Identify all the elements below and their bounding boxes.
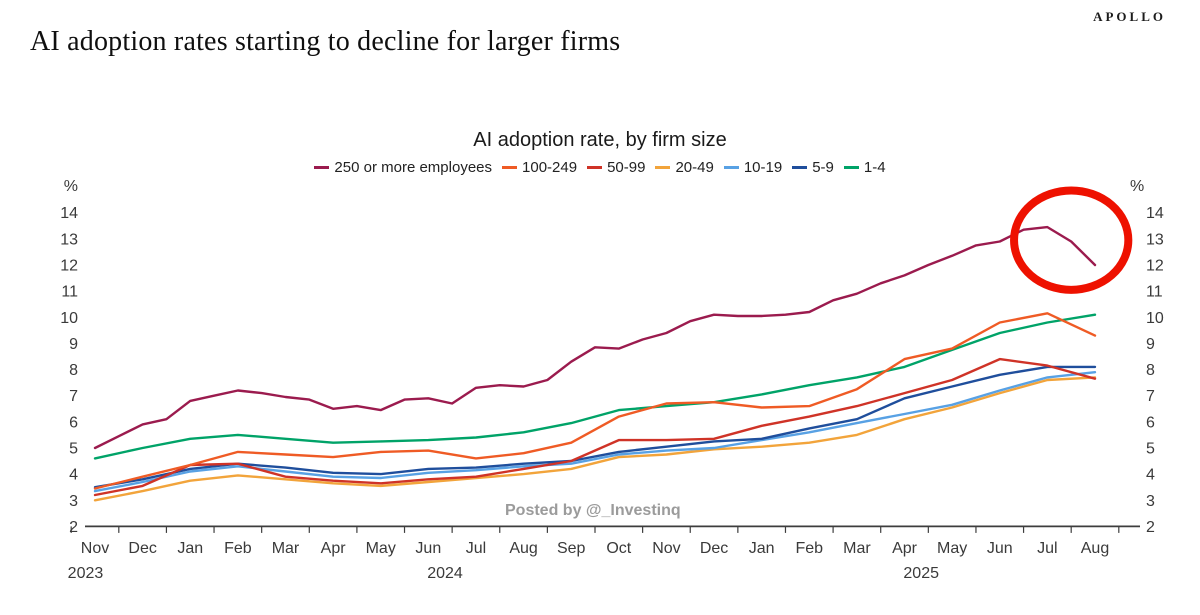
y-tick-label-left: 2 xyxy=(69,519,78,536)
y-tick-label-left: 10 xyxy=(60,310,78,327)
legend-item-250-or-more-employees: 250 or more employees xyxy=(314,159,492,176)
legend-swatch-icon xyxy=(655,165,671,169)
x-tick-label: May xyxy=(366,540,396,557)
x-tick-label: Oct xyxy=(606,540,631,557)
x-tick-label: Mar xyxy=(843,540,871,557)
series-line-10-19 xyxy=(93,371,1097,493)
legend-item-10-19: 10-19 xyxy=(723,159,783,176)
y-tick-label-right: 8 xyxy=(1146,362,1155,379)
series-line-50-99 xyxy=(93,357,1097,497)
legend-label: 20-49 xyxy=(675,159,714,176)
y-tick-label-left: 4 xyxy=(69,467,78,484)
y-tick-label-right: 7 xyxy=(1146,388,1155,405)
legend-item-100-249: 100-249 xyxy=(502,159,577,176)
y-tick-label-right: 2 xyxy=(1146,519,1155,536)
annotation-circle xyxy=(1010,186,1133,294)
legend-item-50-99: 50-99 xyxy=(587,159,645,176)
legend-item-5-9: 5-9 xyxy=(792,159,834,176)
legend-swatch-icon xyxy=(792,165,808,169)
y-tick-label-left: 6 xyxy=(69,414,78,431)
series-line-20-49 xyxy=(93,376,1097,502)
legend-swatch-icon xyxy=(843,165,859,169)
x-tick-label: Jan xyxy=(749,540,775,557)
y-tick-label-left: 7 xyxy=(69,388,78,405)
x-tick-label: Aug xyxy=(509,540,537,557)
x-year-label: 2024 xyxy=(427,565,463,582)
series-line-5-9 xyxy=(93,365,1097,489)
y-tick-label-right: 4 xyxy=(1146,467,1155,484)
x-year-label: 2025 xyxy=(903,565,939,582)
series-line-1-4 xyxy=(93,313,1097,460)
legend-label: 250 or more employees xyxy=(334,159,493,176)
x-tick-label: Feb xyxy=(795,540,823,557)
x-tick-label: Sep xyxy=(557,540,586,557)
legend-swatch-icon xyxy=(314,165,330,169)
y-axis-unit-left: % xyxy=(64,178,78,195)
y-tick-label-right: 10 xyxy=(1146,310,1164,327)
legend-label: 10-19 xyxy=(743,159,783,176)
y-tick-label-right: 12 xyxy=(1146,257,1164,274)
y-tick-label-right: 11 xyxy=(1146,284,1163,301)
x-tick-label: Jun xyxy=(415,540,441,557)
brand-logo-apollo: APOLLO xyxy=(1093,9,1166,24)
y-tick-label-left: 5 xyxy=(69,440,78,457)
x-tick-label: Jul xyxy=(1037,540,1057,557)
x-tick-label: Nov xyxy=(652,540,680,557)
x-tick-label: Nov xyxy=(81,540,109,557)
x-tick-label: Jan xyxy=(177,540,203,557)
x-tick-label: Apr xyxy=(321,540,347,557)
page-title: AI adoption rates starting to decline fo… xyxy=(30,26,621,57)
y-tick-label-left: 3 xyxy=(69,493,78,510)
legend-swatch-icon xyxy=(587,165,603,169)
series-line-250-or-more-employees xyxy=(93,225,1097,450)
x-tick-label: Dec xyxy=(700,540,728,557)
chart-legend: 250 or more employees 100-249 50-99 20-49 10… xyxy=(0,159,1200,176)
x-year-label: 2023 xyxy=(68,565,104,582)
legend-item-1-4: 1-4 xyxy=(843,159,886,176)
x-tick-label: Feb xyxy=(224,540,252,557)
x-tick-label: Apr xyxy=(892,540,918,557)
legend-label: 5-9 xyxy=(812,159,834,176)
y-axis-unit-right: % xyxy=(1130,178,1144,195)
y-tick-label-left: 11 xyxy=(61,284,78,301)
y-tick-label-left: 13 xyxy=(60,231,78,248)
y-tick-label-right: 9 xyxy=(1146,336,1155,353)
x-tick-label: Jul xyxy=(466,540,486,557)
legend-swatch-icon xyxy=(723,165,739,169)
y-tick-label-left: 8 xyxy=(69,362,78,379)
x-tick-label: Aug xyxy=(1081,540,1109,557)
y-tick-label-right: 3 xyxy=(1146,493,1155,510)
legend-swatch-icon xyxy=(502,165,518,169)
y-tick-label-right: 13 xyxy=(1146,231,1164,248)
series-line-100-249 xyxy=(93,312,1097,490)
y-tick-label-right: 5 xyxy=(1146,440,1155,457)
y-tick-label-right: 6 xyxy=(1146,414,1155,431)
y-tick-label-left: 9 xyxy=(69,336,78,353)
y-tick-label-right: 14 xyxy=(1146,205,1164,222)
legend-label: 100-249 xyxy=(522,159,578,176)
watermark-text: Posted by @_Investinq xyxy=(505,502,681,519)
y-tick-label-left: 12 xyxy=(60,257,78,274)
legend-label: 50-99 xyxy=(607,159,646,176)
chart-title: AI adoption rate, by firm size xyxy=(473,129,727,151)
x-tick-label: Dec xyxy=(128,540,156,557)
x-tick-label: Mar xyxy=(272,540,300,557)
x-tick-label: Jun xyxy=(987,540,1013,557)
y-tick-label-left: 14 xyxy=(60,205,78,222)
legend-label: 1-4 xyxy=(863,159,886,176)
x-tick-label: May xyxy=(937,540,967,557)
legend-item-20-49: 20-49 xyxy=(655,159,714,176)
